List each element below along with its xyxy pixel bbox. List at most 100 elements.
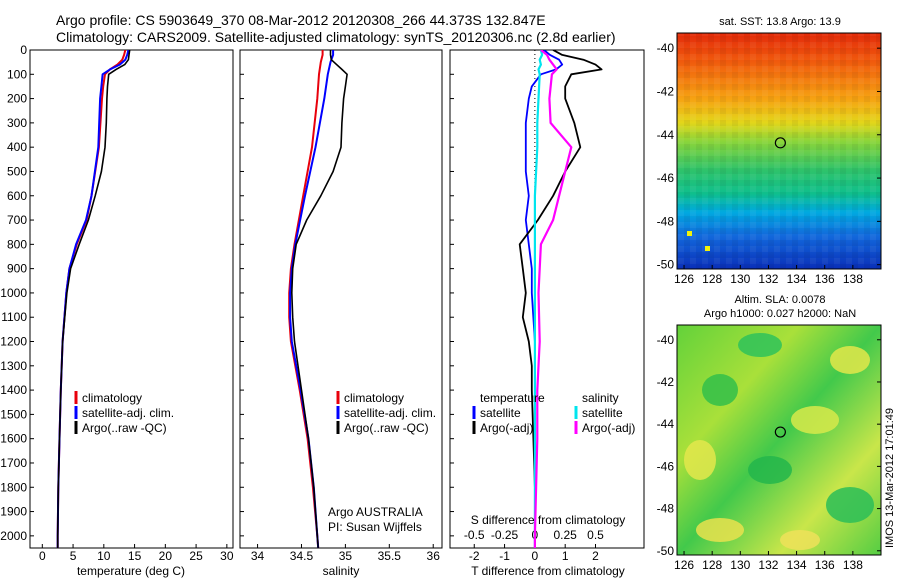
depth-tick-label: 1200 [0, 335, 27, 349]
sst-map-panel: sat. SST: 13.8 Argo: 13.9 -40-42-44-46-4… [657, 16, 882, 286]
x-tick-label: 0 [532, 549, 539, 563]
x-tick-label: 20 [159, 549, 173, 563]
legend-label-climatology: climatology [344, 391, 404, 405]
sla-blob [791, 406, 839, 434]
lon-tick-label: 138 [843, 272, 863, 286]
depth-tick-label: 900 [7, 262, 27, 276]
series-line [288, 50, 324, 548]
sla-blob [780, 530, 820, 550]
legend-label-satellite-adj: satellite-adj. clim. [344, 406, 436, 420]
sla-map-title-1: Altim. SLA: 0.0078 [734, 294, 825, 306]
series-line [290, 50, 348, 548]
difference-panel: -2 -1 0 1 2 -0.5 -0.25 0 0.25 0.5 S difference f… [449, 49, 645, 578]
legend-heading-salinity: salinity [582, 391, 619, 405]
legend-heading-temperature: temperature [480, 391, 545, 405]
salinity-series [288, 50, 348, 548]
lon-tick-label: 130 [730, 558, 750, 572]
lon-tick-label: 126 [674, 558, 694, 572]
legend-label-temp-satellite: satellite [480, 406, 521, 420]
lat-tick-label: -44 [657, 417, 675, 431]
lon-tick-label: 134 [787, 272, 807, 286]
argo-location-marker [774, 426, 786, 438]
sla-blob [738, 333, 782, 357]
lon-tick-label: 134 [787, 558, 807, 572]
depth-tick-label: 100 [7, 67, 27, 81]
header-line-1: Argo profile: CS 5903649_370 08-Mar-2012… [56, 12, 546, 28]
lat-tick-label: -40 [657, 333, 675, 347]
sla-map-blobs [684, 333, 874, 550]
x-tick-label: 10 [97, 549, 111, 563]
lon-tick-label: 128 [702, 558, 722, 572]
lat-tick-label: -48 [657, 214, 675, 228]
series-line [518, 50, 603, 548]
depth-tick-label: 200 [7, 92, 27, 106]
depth-tick-label: 1300 [0, 359, 27, 373]
s-diff-tick-label: 0.25 [554, 528, 578, 542]
lat-tick-label: -50 [657, 544, 675, 558]
lon-tick-label: 136 [815, 558, 835, 572]
x-tick-label: 30 [220, 549, 234, 563]
x-tick-label: 34.5 [290, 549, 314, 563]
depth-tick-label: 1000 [0, 286, 27, 300]
series-line [533, 50, 544, 548]
lat-tick-label: -42 [657, 375, 675, 389]
temperature-series [56, 50, 131, 548]
salinity-axes-frame [239, 49, 443, 549]
x-tick-label: 36 [427, 549, 441, 563]
lon-tick-label: 132 [758, 558, 778, 572]
x-tick-label: 5 [70, 549, 77, 563]
lon-tick-label: 136 [815, 272, 835, 286]
difference-legend: temperature satellite Argo(-adj) salinit… [472, 391, 635, 435]
x-tick-label: 34 [251, 549, 265, 563]
x-tick-label: 15 [128, 549, 142, 563]
legend-label-sal-satellite: satellite [582, 406, 623, 420]
sst-map-title: sat. SST: 13.8 Argo: 13.9 [719, 16, 841, 28]
legend-label-climatology: climatology [82, 391, 142, 405]
sla-blob [702, 374, 738, 406]
depth-tick-label: 800 [7, 237, 27, 251]
sla-map-panel: Altim. SLA: 0.0078 Argo h1000: 0.027 h20… [657, 294, 882, 572]
lon-tick-label: 128 [702, 272, 722, 286]
x-tick-label: 0 [39, 549, 46, 563]
lat-tick-label: -46 [657, 171, 675, 185]
sla-lon-axis: 126 128 130 132 134 136 138 [674, 551, 863, 572]
t-difference-xlabel: T difference from climatology [471, 564, 625, 578]
salinity-panel: 34 34.5 35 35.5 36 salinity climatology sate… [239, 49, 443, 578]
legend-label-argo: Argo(..raw -QC) [344, 421, 429, 435]
sla-blob [830, 346, 870, 374]
legend-label-argo: Argo(..raw -QC) [82, 421, 167, 435]
x-tick-label: 25 [189, 549, 203, 563]
depth-tick-label: 1900 [0, 505, 27, 519]
difference-series [518, 50, 603, 548]
x-tick-label: -1 [499, 549, 510, 563]
depth-axis: 0 100 200 300 400 500 600 700 800 900 1000 1100 1200… [0, 43, 454, 543]
depth-tick-label: 400 [7, 140, 27, 154]
s-diff-tick-label: -0.25 [491, 528, 519, 542]
legend-label-satellite-adj: satellite-adj. clim. [82, 406, 174, 420]
sla-map-title-2: Argo h1000: 0.027 h2000: NaN [704, 308, 856, 320]
temperature-axes-frame [29, 49, 234, 549]
sla-lat-axis: -40 -42 -44 -46 -48 -50 [657, 333, 881, 558]
depth-tick-label: 1100 [1, 310, 27, 324]
float-info-line-1: Argo AUSTRALIA [328, 505, 423, 519]
t-difference-x-axis: -2 -1 0 1 2 [469, 544, 599, 563]
depth-tick-label: 1600 [0, 432, 27, 446]
x-tick-label: 35.5 [378, 549, 402, 563]
s-difference-title: S difference from climatology [471, 513, 626, 527]
depth-tick-label: 2000 [0, 529, 27, 543]
lat-tick-label: -42 [657, 84, 675, 98]
series-line [56, 50, 127, 548]
lon-tick-label: 126 [674, 272, 694, 286]
x-tick-label: 2 [592, 549, 599, 563]
header-line-2: Climatology: CARS2009. Satellite-adjuste… [56, 29, 616, 45]
salinity-xlabel: salinity [323, 564, 360, 578]
salinity-x-axis: 34 34.5 35 35.5 36 [251, 544, 440, 563]
sst-lat-axis: -40 -42 -44 -46 -48 -50 [657, 41, 881, 272]
sst-map-texture [677, 33, 881, 269]
depth-tick-label: 300 [7, 116, 27, 130]
timestamp-stamp: IMOS 13-Mar-2012 17:01:49 [884, 408, 896, 548]
temperature-legend: climatology satellite-adj. clim. Argo(..… [74, 391, 174, 435]
sla-blob [684, 440, 716, 480]
sla-blob [696, 518, 744, 542]
